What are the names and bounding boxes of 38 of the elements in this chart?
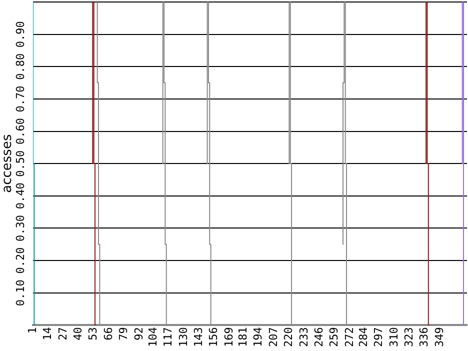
x-tick-label: 53 xyxy=(86,327,100,340)
x-tick-label: 349 xyxy=(432,327,446,348)
x-tick-label: 117 xyxy=(162,327,175,348)
x-tick-label: 181 xyxy=(236,327,250,348)
x-tick-label: 207 xyxy=(266,327,280,348)
x-tick-label: 272 xyxy=(342,327,356,348)
x-tick-label: 220 xyxy=(282,327,296,348)
x-tick-label: 156 xyxy=(207,327,220,348)
y-tick-label: 0.60 xyxy=(14,118,27,145)
x-tick-label: 169 xyxy=(222,327,236,348)
x-tick-label: 246 xyxy=(312,327,326,348)
x-tick-label: 1 xyxy=(26,327,39,334)
y-tick-label: 0.20 xyxy=(14,247,27,274)
x-tick-label: 143 xyxy=(192,327,205,348)
x-tick-label: 297 xyxy=(372,327,386,348)
x-tick-label: 14 xyxy=(41,326,54,340)
y-tick-label: 0.90 xyxy=(14,21,27,48)
y-tick-label: 0.10 xyxy=(14,280,27,306)
y-tick-label: 0.50 xyxy=(14,150,27,177)
y-tick-label: 0.80 xyxy=(14,53,27,80)
y-tick-label: 0.30 xyxy=(14,214,27,242)
x-tick-label: 284 xyxy=(356,326,370,348)
x-tick-label: 259 xyxy=(328,327,341,348)
x-tick-label: 92 xyxy=(132,327,146,340)
x-tick-label: 194 xyxy=(252,326,265,348)
y-tick-label: 0.40 xyxy=(14,182,27,210)
y-axis-title: accesses xyxy=(0,134,16,193)
x-tick-label: 79 xyxy=(117,327,130,340)
x-tick-label: 336 xyxy=(418,327,431,348)
x-tick-label: 66 xyxy=(102,327,115,340)
x-tick-label: 310 xyxy=(387,327,400,348)
x-tick-label: 104 xyxy=(146,326,160,348)
x-tick-label: 27 xyxy=(56,327,70,340)
x-tick-label: 323 xyxy=(402,327,416,348)
x-tick-label: 40 xyxy=(71,327,84,340)
x-tick-label: 130 xyxy=(176,327,190,348)
y-tick-label: 0.70 xyxy=(14,86,27,112)
x-tick-label: 233 xyxy=(297,327,310,348)
